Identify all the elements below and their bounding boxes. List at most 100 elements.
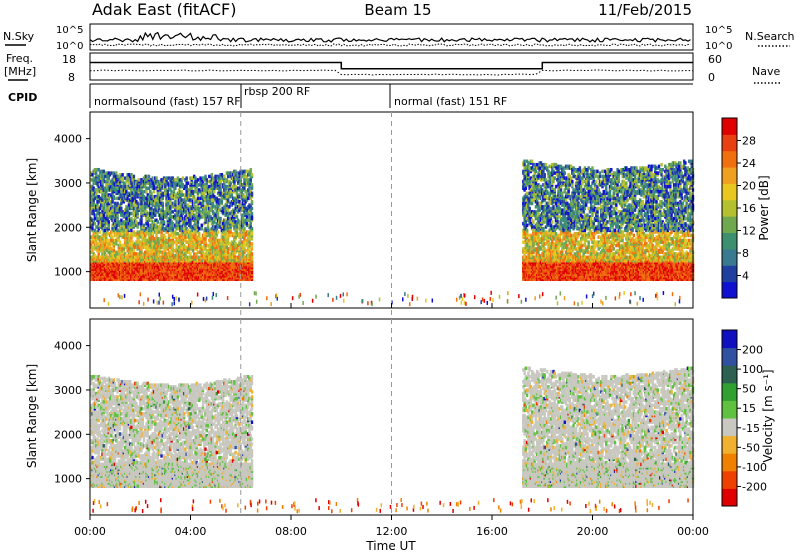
echo-cell	[106, 183, 109, 187]
echo-cell	[231, 242, 235, 246]
echo-cell	[524, 186, 528, 191]
echo-cell	[91, 238, 94, 243]
echo-cell	[118, 250, 122, 255]
echo-cell	[117, 235, 121, 239]
echo-cell	[142, 252, 146, 256]
echo-cell	[220, 199, 224, 204]
echo-cell	[128, 247, 132, 251]
echo-cell	[113, 188, 117, 192]
echo-cell	[96, 255, 99, 260]
echo-cell	[112, 194, 116, 199]
echo-cell	[127, 181, 131, 185]
echo-cell	[164, 245, 167, 249]
echo-cell	[131, 174, 134, 179]
echo-cell	[125, 205, 128, 209]
echo-cell	[130, 228, 133, 233]
echo-cell	[171, 235, 175, 239]
echo-cell	[115, 174, 118, 179]
echo-cell	[111, 242, 114, 246]
echo-cell	[117, 243, 121, 248]
echo-cell	[101, 179, 104, 184]
echo-cell	[132, 181, 136, 185]
cpid-segment-2: rbsp 200 RF	[244, 85, 310, 98]
echo-cell	[214, 205, 217, 209]
echo-cell	[131, 184, 134, 189]
noise-panel: N.Sky 10^5 10^0 10^5 10^0 N.Search	[3, 23, 795, 52]
echo-cell	[135, 252, 138, 256]
nave-trace	[90, 69, 694, 76]
echo-cell	[131, 233, 134, 238]
echo-cell	[221, 210, 225, 214]
echo-cell	[141, 206, 144, 211]
echo-cell	[219, 216, 222, 221]
echo-cell	[118, 226, 122, 231]
echo-cell	[243, 186, 246, 191]
echo-cell	[92, 203, 95, 207]
echo-cell	[126, 216, 129, 221]
echo-cell	[137, 235, 141, 239]
echo-cell	[138, 193, 142, 197]
echo-cell	[123, 220, 127, 224]
nsky-label: N.Sky	[3, 30, 35, 43]
echo-cell	[95, 188, 98, 192]
echo-cell	[103, 196, 107, 201]
echo-cell	[219, 188, 222, 192]
echo-cell	[93, 188, 97, 192]
echo-cell	[180, 189, 183, 194]
echo-cell	[243, 240, 246, 244]
echo-cell	[203, 210, 206, 214]
echo-cell	[96, 235, 99, 239]
echo-cell	[107, 206, 110, 211]
echo-cell	[127, 191, 131, 196]
echo-cell	[128, 242, 132, 246]
echo-cell	[138, 218, 142, 223]
echo-cell	[170, 189, 173, 194]
echo-cell	[110, 233, 113, 238]
echo-cell	[90, 178, 93, 182]
echo-cell	[141, 189, 144, 194]
echo-cell	[120, 198, 123, 202]
echo-cell	[116, 252, 119, 256]
echo-cell	[115, 196, 118, 201]
echo-cell	[111, 178, 114, 182]
echo-cell	[91, 248, 94, 253]
echo-cell	[138, 243, 142, 248]
echo-cell	[533, 162, 536, 167]
echo-cell	[118, 232, 122, 236]
echo-cell	[226, 174, 230, 179]
echo-cell	[229, 181, 232, 185]
echo-cell	[132, 260, 136, 265]
echo-cell	[90, 255, 93, 260]
echo-cell	[132, 201, 136, 206]
echo-cell	[95, 178, 98, 182]
echo-cell	[534, 169, 538, 174]
echo-cell	[235, 215, 239, 219]
echo-cell	[115, 189, 118, 194]
echo-cell	[106, 226, 109, 231]
echo-cell	[125, 221, 128, 226]
echo-cell	[147, 228, 151, 233]
echo-cell	[131, 178, 134, 182]
echo-cell	[117, 255, 121, 260]
echo-cell	[92, 198, 95, 202]
echo-cell	[107, 255, 110, 260]
echo-cell	[92, 252, 95, 256]
echo-cell	[100, 213, 103, 217]
echo-cell	[133, 232, 137, 236]
echo-cell	[160, 230, 163, 234]
echo-cell	[181, 176, 185, 180]
echo-cell	[249, 167, 252, 172]
echo-cell	[106, 242, 109, 246]
echo-cell	[100, 220, 103, 224]
echo-cell	[130, 248, 133, 253]
echo-cell	[91, 178, 94, 182]
echo-cell	[90, 189, 93, 194]
echo-cell	[93, 238, 97, 243]
echo-cell	[105, 238, 108, 243]
echo-cell	[98, 196, 102, 201]
echo-cell	[120, 221, 123, 226]
echo-cell	[120, 211, 123, 216]
echo-cell	[107, 220, 110, 224]
cpid-segment-3: normal (fast) 151 RF	[394, 95, 507, 108]
echo-cell	[133, 189, 137, 194]
